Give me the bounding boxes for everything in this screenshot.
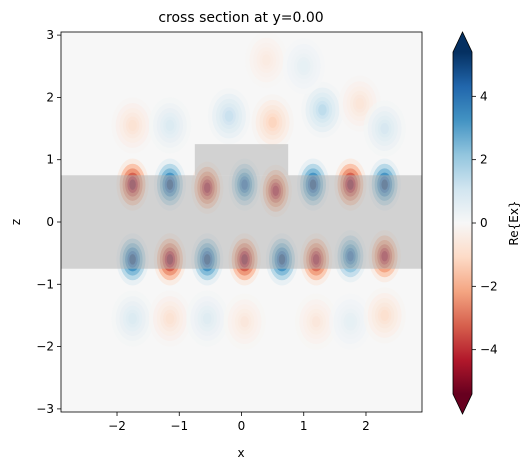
- colorbar-body: [453, 52, 472, 394]
- y-tick-label: 1: [46, 153, 54, 167]
- colorbar-ticks: −4 −2 0 2 4: [472, 89, 498, 357]
- colorbar-outline: [452, 31, 473, 415]
- field-lobe: [251, 94, 294, 151]
- x-tick-label: −2: [108, 419, 126, 433]
- field-lobe: [295, 293, 338, 350]
- colorbar: −4 −2 0 2 4: [452, 31, 498, 415]
- y-tick-label: 0: [46, 215, 54, 229]
- field-lobe: [282, 38, 325, 95]
- x-axis-ticks: −2 −1 0 1 2: [108, 412, 370, 433]
- field-lobe: [245, 32, 288, 89]
- structure-overlay: [61, 144, 422, 269]
- field-lobe: [186, 290, 229, 347]
- x-tick-label: 1: [300, 419, 308, 433]
- colorbar-extend-high: [453, 32, 472, 52]
- field-lobe: [301, 81, 344, 138]
- colorbar-tick-label: 4: [480, 89, 488, 103]
- field-lobe: [363, 100, 406, 157]
- colorbar-tick-label: −2: [480, 279, 498, 293]
- x-tick-label: −1: [170, 419, 188, 433]
- field-lobe: [207, 88, 251, 145]
- y-axis-label: z: [9, 219, 23, 225]
- structure-grating-block: [194, 144, 289, 176]
- colorbar-label: Re{Ex}: [507, 200, 521, 245]
- x-axis-label: x: [237, 446, 244, 460]
- x-tick-label: 2: [362, 419, 370, 433]
- structure-waveguide: [61, 175, 422, 269]
- y-tick-label: −2: [36, 340, 54, 354]
- y-tick-label: 2: [46, 90, 54, 104]
- y-tick-label: −3: [36, 402, 54, 416]
- colorbar-extend-low: [453, 394, 472, 414]
- field-lobe: [223, 293, 266, 350]
- colorbar-tick-label: 2: [480, 153, 488, 167]
- field-lobe: [111, 97, 154, 154]
- x-tick-label: 0: [238, 419, 246, 433]
- field-lobe: [329, 293, 372, 350]
- field-lobe: [111, 290, 154, 347]
- y-axis-ticks: −3 −2 −1 0 1 2 3: [36, 28, 61, 416]
- field-lobe: [363, 287, 406, 344]
- field-lobe: [148, 97, 192, 154]
- chart-title: cross section at y=0.00: [158, 10, 323, 26]
- field-lobe: [148, 290, 192, 347]
- y-tick-label: 3: [46, 28, 54, 42]
- colorbar-tick-label: 0: [480, 216, 488, 230]
- colorbar-tick-label: −4: [480, 343, 498, 357]
- y-tick-label: −1: [36, 277, 54, 291]
